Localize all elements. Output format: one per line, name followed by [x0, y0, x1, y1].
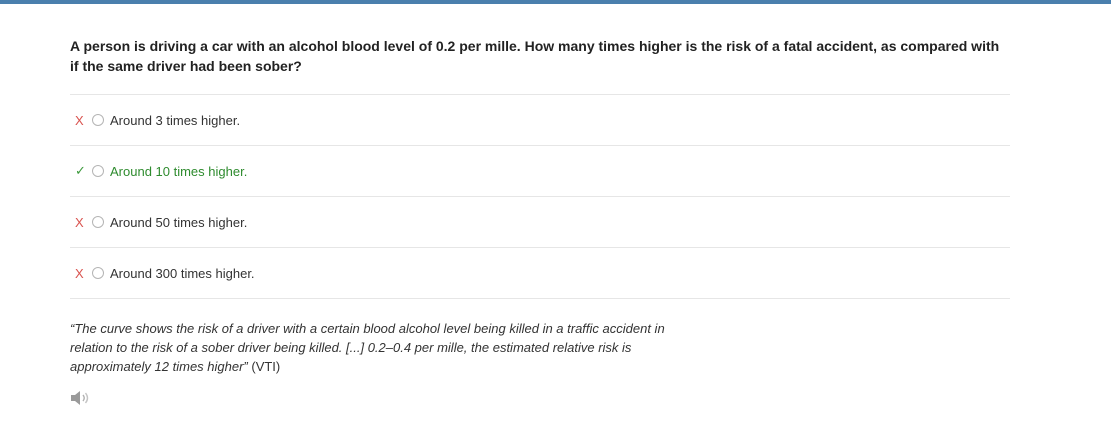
explanation-source: (VTI) — [247, 359, 281, 374]
radio-button[interactable] — [92, 267, 104, 279]
wrong-mark-icon: X — [75, 112, 84, 128]
radio-button[interactable] — [92, 216, 104, 228]
wrong-mark-icon: X — [75, 214, 84, 230]
top-accent-bar — [0, 0, 1111, 4]
quiz-content: A person is driving a car with an alcoho… — [70, 36, 1010, 406]
answer-option-4[interactable]: X Around 300 times higher. — [70, 248, 1010, 299]
question-text: A person is driving a car with an alcoho… — [70, 38, 1000, 74]
explanation-quote: “The curve shows the risk of a driver wi… — [70, 321, 665, 374]
answer-option-label: Around 50 times higher. — [110, 214, 248, 230]
wrong-mark-icon: X — [75, 265, 84, 281]
radio-button[interactable] — [92, 114, 104, 126]
explanation-text: “The curve shows the risk of a driver wi… — [70, 319, 690, 376]
answer-option-label: Around 300 times higher. — [110, 265, 255, 281]
answer-option-1[interactable]: X Around 3 times higher. — [70, 95, 1010, 146]
answer-option-label: Around 3 times higher. — [110, 112, 241, 128]
speaker-icon[interactable] — [70, 390, 92, 406]
check-mark-icon: ✓ — [75, 163, 86, 178]
answer-options: X Around 3 times higher. ✓ Around 10 tim… — [70, 94, 1010, 299]
answer-option-2[interactable]: ✓ Around 10 times higher. — [70, 146, 1010, 197]
answer-option-label: Around 10 times higher. — [110, 163, 248, 179]
speaker-icon-graphic — [71, 391, 89, 405]
answer-option-3[interactable]: X Around 50 times higher. — [70, 197, 1010, 248]
radio-button[interactable] — [92, 165, 104, 177]
